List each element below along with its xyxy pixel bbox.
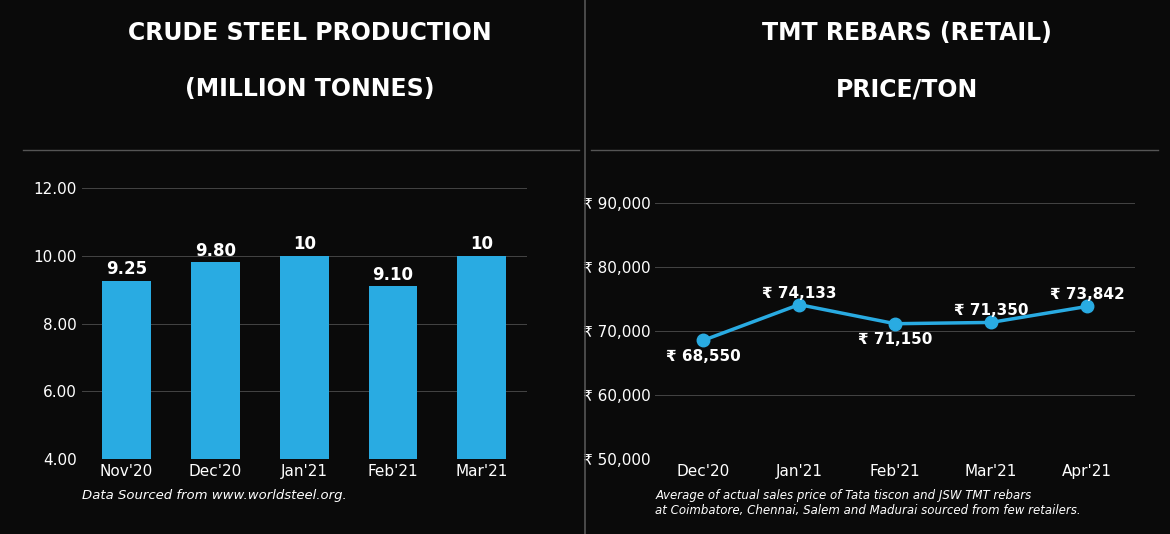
Text: 9.10: 9.10 — [372, 265, 413, 284]
Text: Average of actual sales price of Tata tiscon and JSW TMT rebars
at Coimbatore, C: Average of actual sales price of Tata ti… — [655, 489, 1081, 516]
Text: ₹ 71,150: ₹ 71,150 — [858, 332, 932, 347]
Text: ₹ 73,842: ₹ 73,842 — [1049, 287, 1124, 302]
Bar — [191, 263, 240, 534]
Text: Data Sourced from www.worldsteel.org.: Data Sourced from www.worldsteel.org. — [82, 489, 346, 501]
Text: 10: 10 — [292, 235, 316, 253]
Bar — [369, 286, 418, 534]
Bar — [457, 256, 507, 534]
Text: 10: 10 — [470, 235, 494, 253]
Text: ₹ 71,350: ₹ 71,350 — [954, 303, 1028, 318]
Text: TMT REBARS (RETAIL): TMT REBARS (RETAIL) — [762, 21, 1052, 45]
Text: ₹ 68,550: ₹ 68,550 — [666, 349, 741, 364]
Bar — [280, 256, 329, 534]
Text: CRUDE STEEL PRODUCTION: CRUDE STEEL PRODUCTION — [129, 21, 491, 45]
Bar — [102, 281, 151, 534]
Text: 9.25: 9.25 — [106, 261, 147, 278]
Text: 9.80: 9.80 — [195, 242, 236, 260]
Text: PRICE/TON: PRICE/TON — [835, 77, 978, 101]
Text: (MILLION TONNES): (MILLION TONNES) — [185, 77, 435, 101]
Text: ₹ 74,133: ₹ 74,133 — [762, 286, 837, 301]
